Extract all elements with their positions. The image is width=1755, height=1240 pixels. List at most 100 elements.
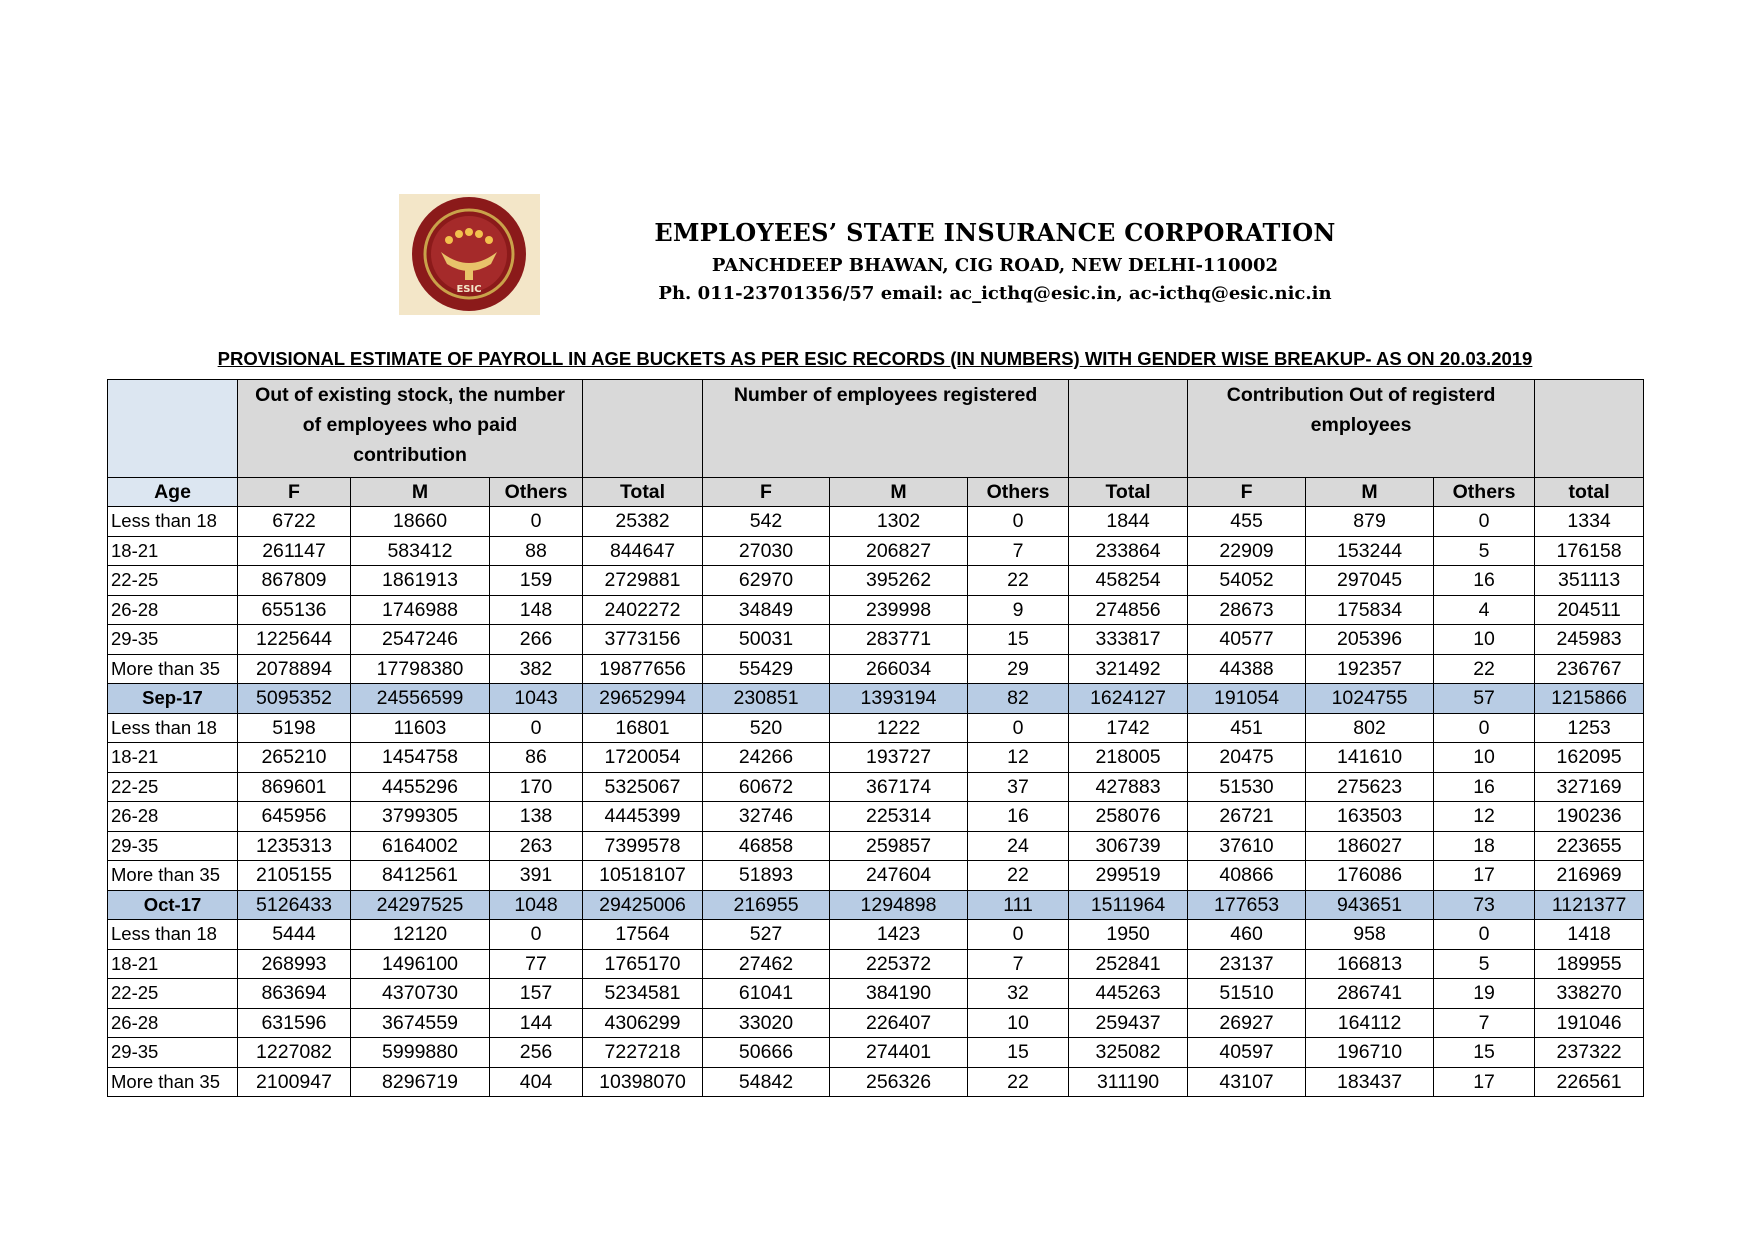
- value-cell: 191046: [1534, 1007, 1645, 1038]
- value-cell: 12120: [350, 919, 490, 950]
- value-cell: 1253: [1534, 712, 1645, 743]
- value-cell: 404: [488, 1066, 584, 1097]
- group-header-paid: Out of existing stock, the number of emp…: [236, 379, 584, 478]
- value-cell: 1294898: [829, 889, 969, 920]
- value-cell: 1048: [488, 889, 584, 920]
- value-cell: 20475: [1187, 742, 1307, 773]
- age-cell: 22-25: [107, 565, 238, 596]
- value-cell: 1334: [1534, 506, 1645, 537]
- value-cell: 19877656: [582, 653, 704, 684]
- value-cell: 12: [967, 742, 1070, 773]
- value-cell: 321492: [1068, 653, 1189, 684]
- value-cell: 77: [488, 948, 584, 979]
- value-cell: 216969: [1534, 860, 1645, 891]
- value-cell: 5999880: [350, 1037, 490, 1068]
- value-cell: 32: [967, 978, 1070, 1009]
- value-cell: 18: [1433, 830, 1536, 861]
- value-cell: 37610: [1187, 830, 1307, 861]
- value-cell: 3799305: [350, 801, 490, 832]
- value-cell: 7: [967, 535, 1070, 566]
- value-cell: 176158: [1534, 535, 1645, 566]
- value-cell: 0: [1433, 919, 1536, 950]
- value-cell: 5198: [237, 712, 351, 743]
- value-cell: 206827: [829, 535, 969, 566]
- value-cell: 1222: [829, 712, 969, 743]
- value-cell: 3674559: [350, 1007, 490, 1038]
- value-cell: 455: [1187, 506, 1307, 537]
- value-cell: 29: [967, 653, 1070, 684]
- value-cell: 645956: [237, 801, 351, 832]
- table-row: 29-35 1227082 5999880 256 7227218 50666 274401…: [107, 1037, 1645, 1068]
- value-cell: 16801: [582, 712, 704, 743]
- value-cell: 258076: [1068, 801, 1189, 832]
- group-header-registered: Number of employees registered: [702, 379, 1070, 478]
- value-cell: 1496100: [350, 948, 490, 979]
- value-cell: 148: [488, 594, 584, 625]
- value-cell: 327169: [1534, 771, 1645, 802]
- value-cell: 283771: [829, 624, 969, 655]
- value-cell: 527: [702, 919, 831, 950]
- group-header-blank: [1534, 379, 1645, 478]
- value-cell: 0: [967, 712, 1070, 743]
- value-cell: 73: [1433, 889, 1536, 920]
- value-cell: 163503: [1305, 801, 1435, 832]
- value-cell: 22909: [1187, 535, 1307, 566]
- value-cell: 186027: [1305, 830, 1435, 861]
- value-cell: 16: [1433, 771, 1536, 802]
- value-cell: 17564: [582, 919, 704, 950]
- value-cell: 32746: [702, 801, 831, 832]
- value-cell: 111: [967, 889, 1070, 920]
- value-cell: 274856: [1068, 594, 1189, 625]
- value-cell: 299519: [1068, 860, 1189, 891]
- age-cell: 26-28: [107, 594, 238, 625]
- payroll-table: Out of existing stock, the number of emp…: [107, 379, 1645, 1097]
- value-cell: 631596: [237, 1007, 351, 1038]
- value-cell: 266: [488, 624, 584, 655]
- value-cell: 159: [488, 565, 584, 596]
- value-cell: 46858: [702, 830, 831, 861]
- age-cell: 29-35: [107, 830, 238, 861]
- value-cell: 60672: [702, 771, 831, 802]
- value-cell: 34849: [702, 594, 831, 625]
- value-cell: 367174: [829, 771, 969, 802]
- table-row: 26-28 645956 3799305 138 4445399 32746 225314 1…: [107, 801, 1645, 832]
- value-cell: 37: [967, 771, 1070, 802]
- value-cell: 1742: [1068, 712, 1189, 743]
- value-cell: 8412561: [350, 860, 490, 891]
- value-cell: 460: [1187, 919, 1307, 950]
- value-cell: 10: [1433, 624, 1536, 655]
- value-cell: 166813: [1305, 948, 1435, 979]
- value-cell: 11603: [350, 712, 490, 743]
- value-cell: 0: [488, 712, 584, 743]
- value-cell: 0: [1433, 506, 1536, 537]
- value-cell: 5126433: [237, 889, 351, 920]
- value-cell: 5325067: [582, 771, 704, 802]
- value-cell: 6722: [237, 506, 351, 537]
- age-cell: Sep-17: [107, 683, 238, 714]
- value-cell: 24: [967, 830, 1070, 861]
- value-cell: 192357: [1305, 653, 1435, 684]
- value-cell: 24266: [702, 742, 831, 773]
- value-cell: 1950: [1068, 919, 1189, 950]
- value-cell: 297045: [1305, 565, 1435, 596]
- value-cell: 26927: [1187, 1007, 1307, 1038]
- value-cell: 1302: [829, 506, 969, 537]
- value-cell: 542: [702, 506, 831, 537]
- svg-text:ESIC: ESIC: [456, 284, 481, 295]
- value-cell: 1861913: [350, 565, 490, 596]
- value-cell: 236767: [1534, 653, 1645, 684]
- value-cell: 4: [1433, 594, 1536, 625]
- value-cell: 153244: [1305, 535, 1435, 566]
- value-cell: 61041: [702, 978, 831, 1009]
- value-cell: 40597: [1187, 1037, 1307, 1068]
- age-cell: More than 35: [107, 653, 238, 684]
- age-cell: Oct-17: [107, 889, 238, 920]
- value-cell: 655136: [237, 594, 351, 625]
- value-cell: 5444: [237, 919, 351, 950]
- value-cell: 338270: [1534, 978, 1645, 1009]
- value-cell: 863694: [237, 978, 351, 1009]
- value-cell: 225314: [829, 801, 969, 832]
- value-cell: 225372: [829, 948, 969, 979]
- value-cell: 51530: [1187, 771, 1307, 802]
- age-cell: 22-25: [107, 978, 238, 1009]
